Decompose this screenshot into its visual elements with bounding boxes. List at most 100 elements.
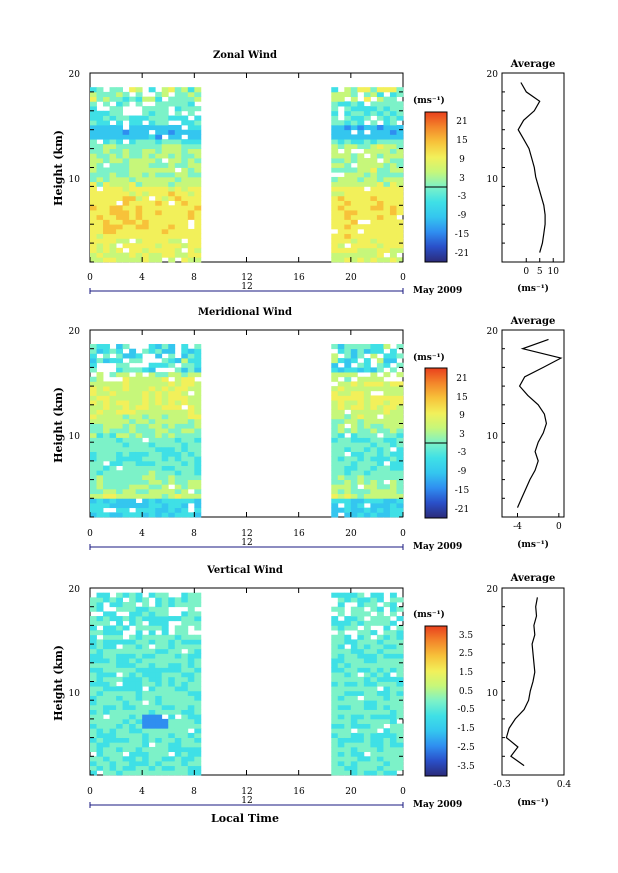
heatmap-cell [331, 200, 339, 206]
heatmap-cell [174, 386, 182, 392]
heatmap-cell [344, 653, 352, 659]
heatmap-cell [168, 386, 176, 392]
heatmap-cell [148, 737, 156, 743]
heatmap-cell [122, 381, 130, 387]
heatmap-cell [135, 176, 143, 183]
heatmap-cell [161, 362, 169, 368]
heatmap-cell [122, 465, 130, 471]
heatmap-cell [116, 662, 123, 668]
heatmap-cell [129, 381, 137, 387]
heatmap-cell [96, 214, 104, 220]
heatmap-cell [116, 367, 123, 373]
heatmap-cell [187, 210, 195, 216]
heatmap-cell [116, 474, 123, 481]
heatmap-cell [168, 139, 176, 145]
heatmap-cell [363, 362, 371, 368]
heatmap-cell [363, 714, 371, 720]
heatmap-cell [181, 737, 189, 743]
heatmap-cell [363, 395, 371, 401]
heatmap-cell [350, 484, 358, 490]
heatmap-cell [161, 690, 169, 696]
heatmap-cell [194, 348, 202, 354]
heatmap-cell [363, 404, 371, 410]
heatmap-cell [350, 139, 358, 145]
heatmap-cell [148, 658, 156, 664]
heatmap-cell [135, 233, 143, 239]
heatmap-cell [350, 257, 358, 263]
heatmap-cell [109, 479, 117, 485]
heatmap-cell [337, 348, 345, 354]
heatmap-cell [396, 667, 404, 673]
cb-tick: 3 [459, 430, 465, 440]
heatmap-cell [331, 507, 339, 513]
heatmap-cell [376, 592, 384, 598]
heatmap-cell [376, 493, 384, 499]
heatmap-cell [344, 639, 352, 645]
heatmap-cell [370, 644, 378, 650]
heatmap-cell [142, 186, 150, 192]
heatmap-cell [155, 498, 163, 504]
heatmap-cell [155, 200, 163, 206]
heatmap-cell [109, 437, 117, 443]
heatmap-cell [383, 158, 391, 164]
heatmap-cell [194, 143, 202, 150]
heatmap-cell [363, 700, 371, 706]
heatmap-cell [142, 200, 150, 206]
heatmap-cell [389, 409, 397, 415]
heatmap-cell [103, 120, 110, 126]
heatmap-cell [344, 148, 352, 154]
heatmap-cell [135, 597, 143, 603]
heatmap-cell [396, 390, 404, 396]
heatmap-cell [148, 414, 156, 420]
heatmap-cell [148, 348, 156, 354]
heatmap-cell [396, 634, 404, 640]
heatmap-cell [331, 446, 339, 452]
heatmap-cell [129, 432, 137, 438]
heatmap-cell [142, 162, 150, 168]
heatmap-cell [90, 381, 97, 387]
heatmap-cell [109, 676, 117, 682]
heatmap-cell [337, 414, 345, 420]
heatmap-cell [142, 252, 150, 258]
heatmap-cell [181, 602, 189, 608]
heatmap-cell [103, 143, 110, 150]
heatmap-cell [122, 372, 130, 378]
heatmap-cell [396, 484, 404, 490]
heatmap-cell [194, 404, 202, 410]
date-label: May 2009 [413, 800, 462, 810]
heatmap-cell [129, 148, 137, 154]
heatmap-cell [337, 200, 345, 206]
heatmap-cell [174, 395, 182, 401]
heatmap-cell [116, 479, 123, 485]
heatmap-cell [187, 124, 195, 131]
heatmap-cell [187, 106, 195, 112]
colorbar-units: (ms⁻¹) [413, 609, 445, 620]
heatmap-cell [103, 224, 110, 230]
heatmap-cell [331, 124, 339, 131]
heatmap-cell [135, 395, 143, 401]
heatmap-cell [194, 247, 202, 253]
heatmap-cell [174, 432, 182, 438]
heatmap-cell [168, 512, 176, 518]
heatmap-cell [363, 760, 371, 767]
heatmap-cell [142, 770, 150, 776]
heatmap-cell [363, 409, 371, 415]
heatmap-cell [389, 728, 397, 734]
heatmap-cell [337, 760, 345, 767]
heatmap-cell [376, 219, 384, 225]
heatmap-cell [350, 372, 358, 378]
heatmap-cell [161, 115, 169, 121]
heatmap-cell [148, 456, 156, 462]
heatmap-cell [148, 191, 156, 197]
heatmap-cell [337, 479, 345, 485]
heatmap-cell [168, 423, 176, 429]
heatmap-cell [116, 153, 123, 159]
heatmap-cell [116, 639, 123, 645]
heatmap-cell [396, 195, 404, 201]
heatmap-cell [135, 143, 143, 150]
heatmap-cell [129, 348, 137, 354]
heatmap-cell [383, 238, 391, 244]
heatmap-cell [103, 210, 110, 216]
heatmap-cell [129, 87, 137, 93]
heatmap-cell [116, 87, 123, 93]
